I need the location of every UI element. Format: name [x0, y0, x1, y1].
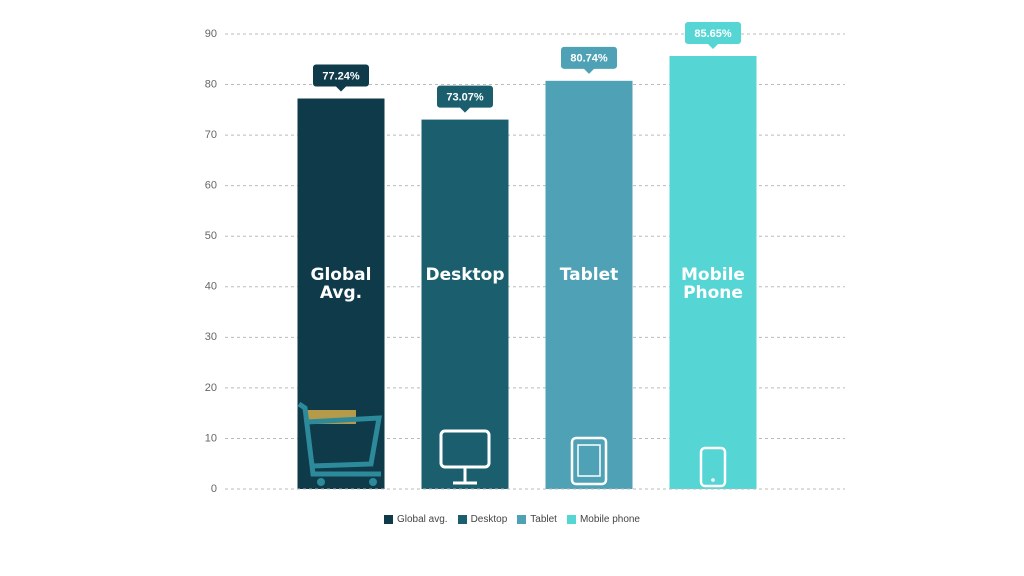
- y-tick-label: 40: [205, 281, 217, 293]
- bar: [545, 80, 633, 489]
- cart-wheel: [317, 478, 325, 486]
- value-callout: [685, 21, 741, 49]
- legend-swatch: [566, 515, 576, 524]
- value-label: 85.65%: [694, 28, 732, 40]
- y-tick-label: 60: [205, 180, 217, 192]
- legend-label: Desktop: [470, 514, 508, 525]
- cart-icon: [297, 401, 383, 477]
- phone-button: [711, 478, 715, 482]
- value-callout: [313, 64, 369, 92]
- legend-swatch: [517, 515, 527, 524]
- value-callout: [437, 85, 493, 113]
- legend-label: Global avg.: [396, 514, 448, 525]
- y-tick-label: 90: [205, 28, 217, 40]
- value-label: 80.74%: [570, 53, 608, 65]
- y-tick-label: 0: [211, 483, 217, 495]
- y-tick-label: 70: [205, 129, 217, 141]
- value-label: 73.07%: [446, 91, 484, 103]
- y-tick-label: 10: [205, 432, 217, 444]
- bar-category-label: Tablet: [559, 265, 619, 285]
- legend-item: Global avg.: [383, 514, 448, 525]
- desktop-icon: [439, 429, 491, 469]
- cart-wheel: [369, 478, 377, 486]
- legend-item: Desktop: [457, 514, 508, 525]
- tablet-icon: [570, 436, 608, 486]
- bar: [669, 55, 757, 489]
- legend-item: Mobile phone: [566, 514, 640, 525]
- legend-swatch: [383, 515, 393, 524]
- bar-category-label: Desktop: [425, 265, 505, 285]
- phone-icon: [699, 446, 727, 488]
- y-tick-label: 30: [205, 331, 217, 343]
- y-tick-label: 80: [205, 78, 217, 90]
- desktop-stand: [453, 468, 477, 485]
- y-tick-label: 50: [205, 230, 217, 242]
- bar: [421, 119, 509, 490]
- bar-category-label: Mobile Phone: [681, 265, 745, 303]
- bar-category-label: Global Avg.: [310, 265, 372, 303]
- legend-label: Tablet: [530, 514, 557, 525]
- legend: Global avg. Desktop Tablet Mobile phone: [0, 514, 1024, 525]
- value-callout: [561, 46, 617, 74]
- legend-swatch: [457, 515, 467, 524]
- legend-item: Tablet: [517, 514, 557, 525]
- y-tick-label: 20: [205, 382, 217, 394]
- tablet-screen: [577, 444, 601, 477]
- value-label: 77.24%: [322, 70, 360, 82]
- legend-label: Mobile phone: [579, 514, 640, 525]
